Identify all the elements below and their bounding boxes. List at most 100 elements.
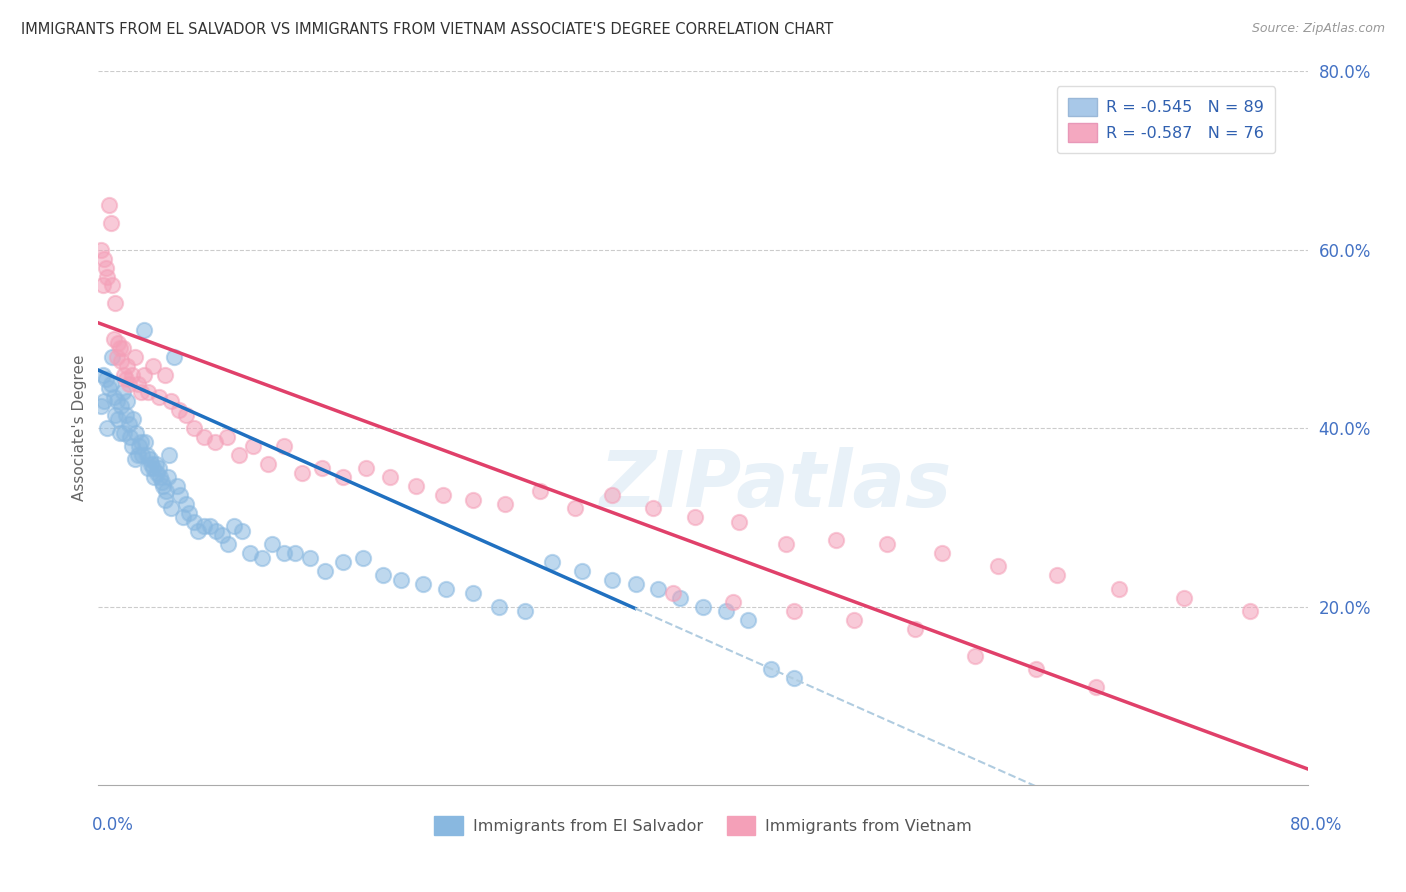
Point (159, 448, 181, 462)
Point (931, 546, 953, 560)
Point (904, 622, 927, 636)
Point (142, 461, 165, 475)
Point (111, 385, 134, 400)
Point (405, 479, 427, 493)
Point (132, 323, 155, 337)
Point (167, 403, 190, 417)
Point (193, 430, 215, 444)
Point (412, 577, 434, 591)
Point (1024, 662, 1046, 676)
Point (148, 390, 170, 404)
Point (217, 537, 239, 551)
Point (540, 555, 562, 569)
Point (104, 296, 127, 310)
Point (354, 461, 377, 475)
Point (876, 537, 898, 551)
Point (107, 412, 129, 426)
Point (135, 448, 157, 462)
Point (775, 537, 797, 551)
Point (432, 488, 454, 502)
Point (121, 439, 143, 453)
Point (299, 550, 322, 565)
Point (108, 341, 131, 355)
Point (692, 599, 714, 614)
Point (155, 483, 177, 498)
Point (187, 524, 209, 538)
Point (148, 461, 170, 475)
Point (211, 528, 233, 542)
Point (228, 448, 250, 462)
Point (132, 368, 155, 382)
Point (129, 385, 152, 400)
Point (139, 452, 162, 467)
Point (124, 452, 146, 467)
Point (104, 408, 127, 422)
Point (332, 555, 354, 569)
Point (141, 457, 163, 471)
Point (463, 586, 485, 600)
Y-axis label: Associate's Degree: Associate's Degree (72, 355, 87, 501)
Point (965, 648, 987, 663)
Point (103, 332, 125, 346)
Point (169, 488, 191, 502)
Point (153, 368, 176, 382)
Point (529, 483, 551, 498)
Point (174, 408, 197, 422)
Point (111, 341, 134, 355)
Point (987, 559, 1010, 574)
Point (146, 466, 169, 480)
Point (494, 497, 516, 511)
Point (193, 519, 215, 533)
Point (714, 604, 737, 618)
Point (174, 497, 197, 511)
Point (93, 394, 115, 409)
Point (669, 591, 692, 605)
Point (100, 216, 122, 230)
Point (118, 417, 141, 431)
Point (110, 354, 132, 368)
Point (200, 519, 222, 533)
Point (98, 198, 121, 212)
Point (122, 412, 145, 426)
Point (378, 470, 401, 484)
Point (183, 421, 205, 435)
Point (110, 399, 132, 413)
Point (160, 394, 183, 409)
Point (1046, 568, 1069, 582)
Point (571, 564, 593, 578)
Point (183, 515, 205, 529)
Point (114, 408, 136, 422)
Point (127, 376, 149, 391)
Point (685, 510, 707, 524)
Point (723, 595, 745, 609)
Text: Source: ZipAtlas.com: Source: ZipAtlas.com (1251, 22, 1385, 36)
Point (1173, 591, 1195, 605)
Point (100, 376, 122, 391)
Point (156, 470, 179, 484)
Point (115, 394, 138, 409)
Point (136, 461, 159, 475)
Point (105, 394, 128, 409)
Point (101, 278, 124, 293)
Point (602, 488, 624, 502)
Point (96, 421, 118, 435)
Text: 80.0%: 80.0% (1291, 816, 1343, 834)
Text: 0.0%: 0.0% (91, 816, 134, 834)
Point (93, 252, 115, 266)
Point (1239, 604, 1261, 618)
Point (844, 613, 866, 627)
Point (783, 604, 806, 618)
Point (273, 439, 295, 453)
Text: IMMIGRANTS FROM EL SALVADOR VS IMMIGRANTS FROM VIETNAM ASSOCIATE'S DEGREE CORREL: IMMIGRANTS FROM EL SALVADOR VS IMMIGRANT… (21, 22, 834, 37)
Point (121, 368, 143, 382)
Point (728, 515, 751, 529)
Point (90, 243, 112, 257)
Point (125, 425, 148, 440)
Point (105, 350, 128, 364)
Point (602, 573, 624, 587)
Point (256, 457, 278, 471)
Point (284, 546, 307, 560)
Point (166, 479, 188, 493)
Point (647, 582, 669, 596)
Point (463, 492, 485, 507)
